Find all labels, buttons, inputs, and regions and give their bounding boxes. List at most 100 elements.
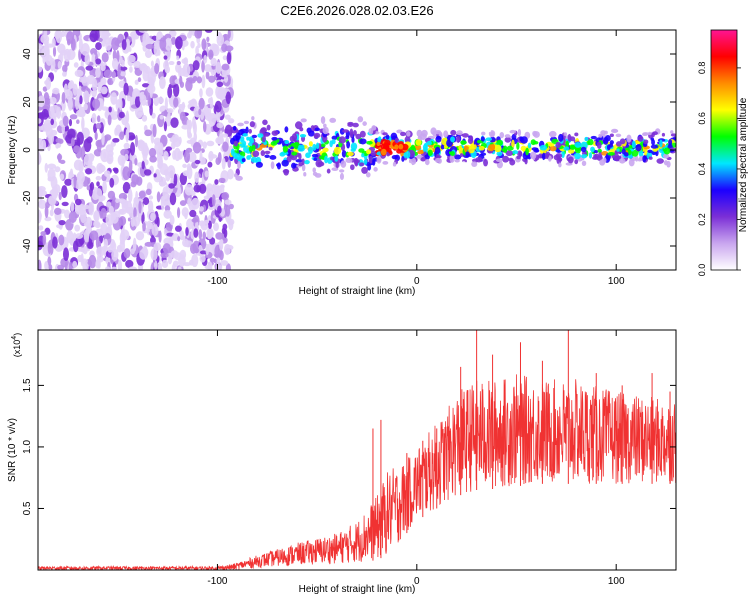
heatmap-cell: [83, 153, 93, 166]
heatmap-cell: [603, 137, 609, 145]
heatmap-cell: [62, 71, 67, 77]
heatmap-cell: [227, 30, 231, 39]
heatmap-cell: [130, 142, 136, 156]
heatmap-cell: [130, 181, 137, 188]
heatmap-cell: [516, 155, 521, 160]
snr-y-label: SNR (10 * v/v): [7, 418, 18, 482]
heatmap-cell: [262, 119, 268, 126]
heatmap-cell: [219, 238, 224, 251]
heatmap-cell: [91, 113, 97, 124]
heatmap-cell: [584, 136, 589, 142]
heatmap-cell: [511, 139, 515, 148]
heatmap-cell: [174, 225, 182, 232]
heatmap-cell: [520, 136, 528, 144]
heatmap-cell: [245, 126, 249, 134]
heatmap-cell: [44, 261, 49, 270]
heatmap-cell: [79, 95, 83, 105]
heatmap-cell: [456, 135, 461, 143]
heatmap-cell: [75, 236, 84, 248]
heatmap-cell: [295, 159, 303, 163]
heatmap-cell: [405, 162, 413, 169]
heatmap-cell: [207, 161, 213, 168]
heatmap-cell: [460, 140, 467, 145]
heatmap-cell: [358, 148, 365, 153]
heatmap-cell: [182, 163, 187, 169]
heatmap-cell: [164, 200, 169, 207]
colorbar-tick-label: 0.0: [697, 264, 707, 277]
heatmap-cell: [312, 143, 317, 151]
heatmap-cell: [435, 135, 442, 143]
heatmap-cell: [398, 143, 404, 150]
heatmap-cell: [156, 191, 161, 203]
heatmap-cell: [150, 212, 156, 222]
heatmap-cell: [401, 143, 409, 151]
heatmap-cell: [537, 153, 544, 159]
heatmap-cell: [242, 133, 248, 137]
heatmap-cell: [237, 122, 244, 127]
heatmap-cell: [105, 266, 111, 270]
heatmap-cell: [199, 206, 204, 212]
heatmap-cell: [520, 145, 527, 152]
heatmap-cell: [342, 129, 349, 133]
heatmap-cell: [103, 170, 111, 177]
heatmap-cell: [96, 253, 101, 266]
heatmap-cell: [216, 257, 221, 265]
snr-x-tick-label: 100: [608, 576, 625, 587]
heatmap-cell: [95, 175, 102, 181]
heatmap-cell: [322, 147, 329, 153]
heatmap-cell: [216, 34, 225, 47]
heatmap-cell: [134, 95, 141, 108]
heatmap-cell: [211, 194, 216, 207]
heatmap-cell: [648, 131, 652, 136]
heatmap-cell: [152, 123, 157, 138]
heatmap-cell: [61, 201, 69, 207]
heatmap-cell: [154, 63, 160, 75]
snr-frame: [37, 329, 677, 571]
heatmap-cell: [159, 37, 167, 51]
heatmap-cell: [88, 201, 95, 216]
heatmap-cell: [352, 122, 359, 128]
heatmap-cell: [117, 154, 126, 166]
heatmap-cell: [410, 144, 416, 151]
heatmap-cell: [271, 130, 279, 136]
heatmap-cell: [95, 67, 101, 78]
heatmap-cell: [176, 55, 180, 61]
spectrogram-x-ticks: -100 0 100: [207, 30, 625, 287]
heatmap-cell: [228, 203, 234, 210]
heatmap-cell: [468, 145, 475, 154]
heatmap-cell: [186, 163, 192, 171]
heatmap-cell: [224, 199, 232, 205]
heatmap-cell: [78, 38, 83, 53]
heatmap-cell: [144, 129, 153, 137]
heatmap-cell: [205, 243, 210, 256]
heatmap-cell: [47, 241, 52, 255]
heatmap-cell: [126, 95, 132, 102]
heatmap-cell: [367, 163, 372, 171]
heatmap-cell: [276, 162, 281, 170]
heatmap-cell: [157, 262, 163, 270]
heatmap-cell: [581, 160, 587, 167]
heatmap-cell: [74, 224, 81, 232]
heatmap-cell: [556, 156, 562, 165]
heatmap-cell: [590, 146, 595, 153]
heatmap-cell: [352, 130, 357, 136]
heatmap-cell: [377, 137, 381, 143]
heatmap-cell: [56, 106, 62, 119]
heatmap-cell: [145, 38, 155, 45]
heatmap-cell: [94, 188, 103, 200]
snr-y-tick-label: 0.5: [22, 501, 33, 515]
heatmap-cell: [219, 130, 223, 141]
spectrogram-y-tick-label: 0: [22, 147, 33, 153]
heatmap-cell: [139, 92, 144, 104]
heatmap-cell: [70, 137, 75, 147]
heatmap-cell: [147, 70, 156, 85]
heatmap-cell: [619, 138, 626, 145]
spectrogram-x-tick-label: 100: [608, 276, 625, 287]
heatmap-cell: [47, 256, 52, 267]
heatmap-cell: [202, 141, 207, 149]
heatmap-cell: [619, 158, 626, 164]
heatmap-cell: [469, 135, 474, 142]
heatmap-cell: [45, 42, 49, 56]
heatmap-cell: [341, 150, 347, 158]
heatmap-cell: [248, 128, 252, 134]
